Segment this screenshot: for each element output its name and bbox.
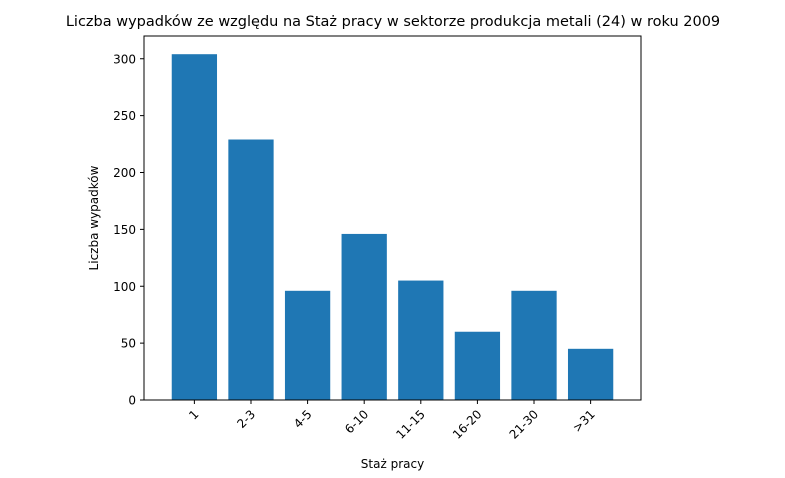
- y-tick-label: 300: [113, 52, 136, 66]
- bar-1: [171, 54, 218, 400]
- bar-16-20: [454, 331, 501, 400]
- y-tick-label: 200: [113, 166, 136, 180]
- x-tick-label: 16-20: [450, 407, 485, 442]
- y-tick-label: 0: [128, 394, 136, 408]
- chart-title: Liczba wypadków ze względu na Staż pracy…: [66, 14, 720, 30]
- x-tick-label: 11-15: [393, 407, 428, 442]
- y-axis-ticks: 0 50 100 150 200 250 300: [113, 52, 144, 408]
- y-tick-label: 50: [121, 337, 136, 351]
- x-tick-label: >31: [570, 407, 598, 435]
- x-tick-label: 6-10: [342, 407, 371, 436]
- x-tick-label: 1: [186, 407, 201, 422]
- bar->31: [567, 348, 614, 400]
- bar-4-5: [284, 290, 331, 400]
- x-tick-label: 21-30: [507, 407, 542, 442]
- bars-group: [171, 54, 614, 400]
- bar-2-3: [228, 139, 274, 400]
- y-tick-label: 100: [113, 280, 136, 294]
- x-axis-label: Staż pracy: [361, 457, 424, 471]
- x-tick-label: 4-5: [291, 407, 315, 431]
- y-tick-label: 250: [113, 109, 136, 123]
- bar-6-10: [341, 233, 387, 400]
- y-tick-label: 150: [113, 223, 136, 237]
- y-axis-label: Liczba wypadków: [87, 165, 101, 270]
- x-tick-label: 2-3: [234, 407, 258, 431]
- x-axis-ticks: 1 2-3 4-5 6-10 11-15 16-20 21-30 >31: [186, 400, 598, 442]
- plot-frame: [143, 35, 642, 401]
- bar-11-15: [398, 280, 444, 400]
- bar-21-30: [511, 290, 557, 400]
